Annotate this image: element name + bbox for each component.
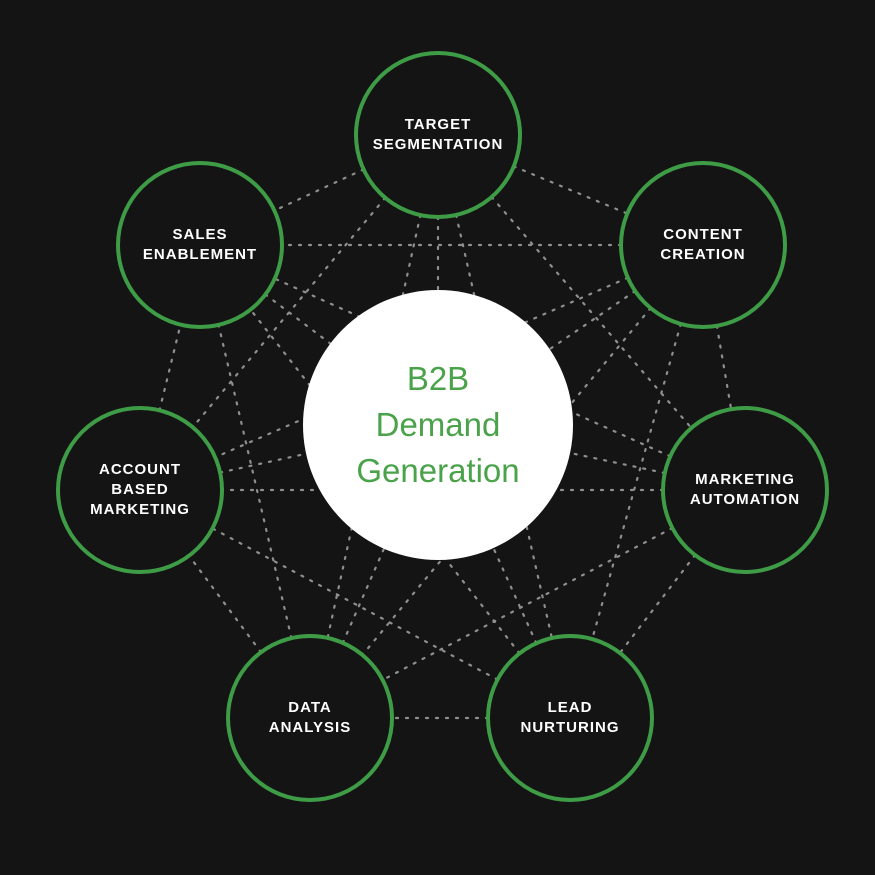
diagram-canvas: B2BDemandGenerationTARGETSEGMENTATIONCON…: [0, 0, 875, 875]
diagram-svg: [0, 0, 875, 875]
